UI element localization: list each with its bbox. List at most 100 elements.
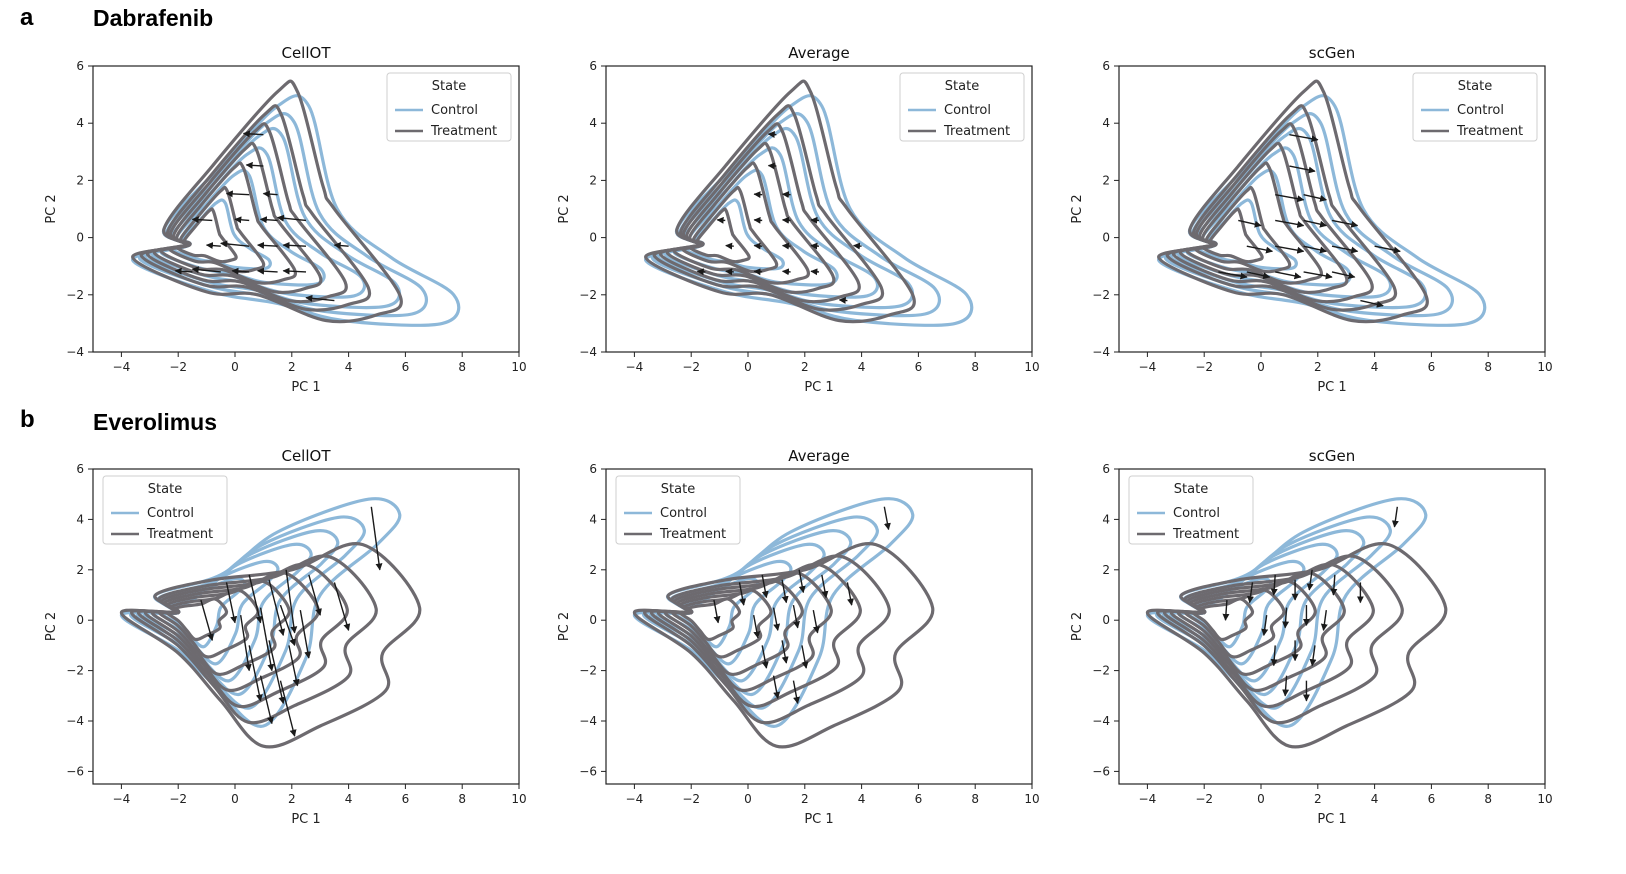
treatment-contour <box>1176 579 1317 677</box>
x-axis-label: PC 1 <box>1317 380 1346 395</box>
displacement-arrow <box>1261 615 1269 637</box>
chart-panel-4: CellOT −4 −2 0 2 4 6 8 10 −6 −4 −2 0 2 4 6 PC 1 PC 2 State… <box>44 447 527 827</box>
axes-frame <box>92 468 520 785</box>
control-contour <box>119 497 402 728</box>
x-tick-label: 2 <box>1314 360 1322 374</box>
displacement-arrow <box>798 569 806 594</box>
displacement-arrow <box>245 161 264 169</box>
displacement-arrow <box>1238 219 1262 228</box>
x-tick-label: 8 <box>458 360 466 374</box>
x-tick-label: 4 <box>858 360 866 374</box>
treatment-contour <box>652 104 885 312</box>
legend-box <box>1128 475 1254 545</box>
legend: State Control Treatment <box>1128 475 1254 545</box>
legend-label-control: Control <box>1173 506 1220 521</box>
treatment-contour <box>1145 542 1448 749</box>
x-tick-label: 10 <box>1537 360 1552 374</box>
displacement-arrow <box>282 241 307 249</box>
displacement-arrow <box>234 216 250 224</box>
chart-panel-5: Average −4 −2 0 2 4 6 8 10 −6 −4 −2 0 2 4 6 PC 1 PC 2 Stat… <box>557 447 1040 827</box>
displacement-arrow <box>821 574 829 599</box>
x-tick-label: 10 <box>511 792 526 806</box>
plot-area <box>131 79 461 327</box>
legend-box <box>899 72 1025 142</box>
displacement-arrow <box>174 267 193 275</box>
displacement-arrow <box>1374 245 1401 254</box>
y-axis-label: PC 2 <box>557 612 572 641</box>
displacement-arrow <box>767 131 777 139</box>
displacement-arrow <box>801 645 809 669</box>
y-tick-label: 6 <box>1102 59 1110 73</box>
panel-drug-everolimus: Everolimus <box>93 409 217 435</box>
displacement-arrow <box>1246 245 1274 254</box>
legend-title: State <box>661 482 695 497</box>
displacement-arrow <box>191 266 221 274</box>
y-tick-label: 0 <box>1102 613 1110 627</box>
panel-drug-dabrafenib: Dabrafenib <box>93 5 214 31</box>
x-tick-label: 0 <box>231 360 239 374</box>
displacement-arrow <box>262 190 278 198</box>
plot-area <box>644 79 974 327</box>
x-tick-label: −4 <box>113 792 131 806</box>
y-tick-label: −2 <box>579 288 597 302</box>
displacement-arrow <box>1270 645 1278 667</box>
treatment-contour <box>136 562 349 709</box>
displacement-arrow <box>792 680 800 705</box>
treatment-contour <box>119 542 422 749</box>
y-tick-label: −2 <box>1092 664 1110 678</box>
displacement-arrow <box>1275 271 1302 280</box>
legend-label-treatment: Treatment <box>1456 124 1523 139</box>
y-tick-label: −6 <box>579 764 597 778</box>
y-tick-label: −4 <box>1092 714 1110 728</box>
x-tick-label: 8 <box>1484 792 1492 806</box>
displacement-arrow <box>846 582 854 606</box>
legend-label-treatment: Treatment <box>659 527 726 542</box>
legend-label-control: Control <box>944 103 991 118</box>
treatment-contour <box>1191 597 1255 642</box>
displacement-arrow <box>812 609 820 634</box>
control-contour <box>1145 497 1428 728</box>
displacement-arrow <box>838 296 848 304</box>
y-tick-label: −4 <box>579 345 597 359</box>
y-tick-label: −2 <box>1092 288 1110 302</box>
displacement-arrow <box>772 675 781 700</box>
treatment-contour <box>150 579 291 677</box>
treatment-contour <box>143 571 320 693</box>
legend-label-treatment: Treatment <box>146 527 213 542</box>
y-tick-label: 2 <box>589 173 597 187</box>
x-tick-label: −4 <box>1139 792 1157 806</box>
treatment-contour <box>1171 122 1374 304</box>
treatment-contour <box>642 554 891 725</box>
x-tick-label: 8 <box>458 792 466 806</box>
displacement-arrow <box>781 579 789 604</box>
x-tick-label: 8 <box>971 792 979 806</box>
legend-title: State <box>1458 79 1492 94</box>
displacement-arrow <box>883 506 891 531</box>
displacement-arrow <box>792 604 800 629</box>
displacement-arrow <box>725 242 734 250</box>
treatment-contour <box>1155 554 1404 725</box>
treatment-contour <box>175 207 238 264</box>
displacement-arrow <box>1275 245 1305 254</box>
legend-label-control: Control <box>660 506 707 521</box>
chart-title: Average <box>788 447 850 465</box>
displacement-arrow <box>752 615 761 639</box>
treatment-contour <box>1201 207 1264 264</box>
x-tick-label: 10 <box>1024 360 1039 374</box>
x-tick-label: 0 <box>744 792 752 806</box>
displacement-arrow <box>1360 299 1384 308</box>
legend-title: State <box>945 79 979 94</box>
displacement-arrow <box>288 645 300 687</box>
treatment-contour <box>159 161 297 285</box>
x-tick-label: −4 <box>113 360 131 374</box>
y-tick-label: 0 <box>76 231 84 245</box>
y-tick-label: 2 <box>76 173 84 187</box>
displacement-arrow <box>1282 675 1290 697</box>
x-tick-label: 2 <box>801 792 809 806</box>
displacement-arrow <box>772 607 781 631</box>
displacement-arrow <box>1270 574 1278 596</box>
displacement-arrow <box>285 569 298 634</box>
x-tick-label: −4 <box>626 792 644 806</box>
displacement-arrow <box>205 242 221 250</box>
displacement-arrow <box>282 267 307 275</box>
